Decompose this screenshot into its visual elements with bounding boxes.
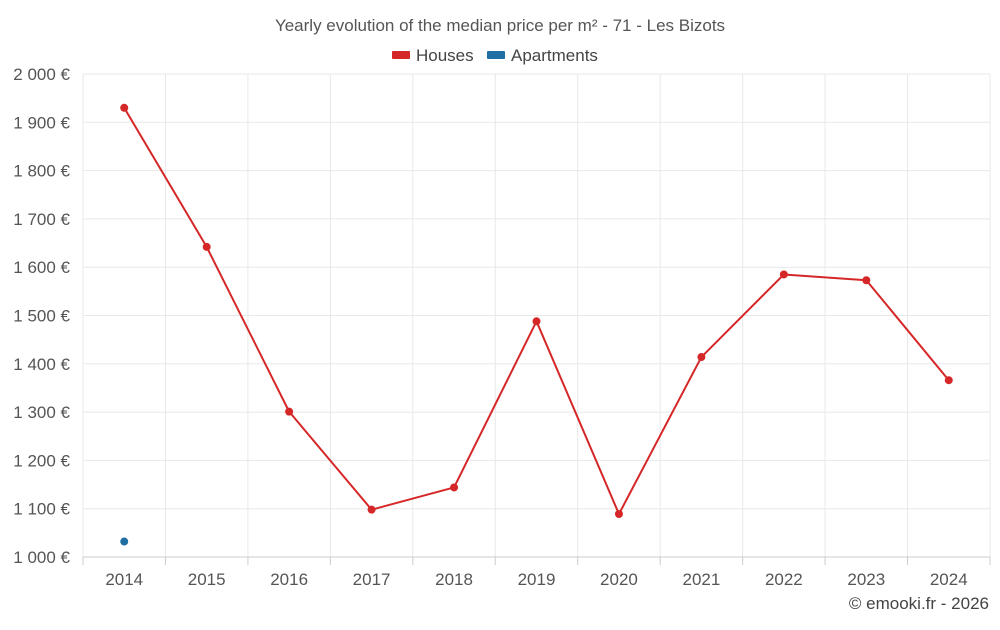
legend: Houses Apartments	[392, 46, 598, 65]
y-tick-label: 1 400 €	[13, 355, 70, 374]
x-tick-label: 2021	[682, 570, 720, 589]
y-tick-label: 1 200 €	[13, 451, 70, 470]
y-tick-label: 1 900 €	[13, 113, 70, 132]
y-tick-label: 1 600 €	[13, 258, 70, 277]
grid	[82, 73, 991, 557]
data-point-houses[interactable]	[532, 317, 541, 326]
x-tick-label: 2017	[353, 570, 391, 589]
data-point-houses[interactable]	[202, 242, 211, 251]
y-tick-label: 2 000 €	[13, 65, 70, 84]
x-tick-label: 2018	[435, 570, 473, 589]
x-tick-label: 2024	[930, 570, 968, 589]
credit-text: © emooki.fr - 2026	[849, 594, 989, 613]
x-tick-label: 2014	[105, 570, 143, 589]
legend-swatch-houses	[392, 51, 410, 59]
data-point-houses[interactable]	[862, 276, 871, 285]
y-tick-label: 1 800 €	[13, 162, 70, 181]
legend-label-apartments: Apartments	[511, 46, 598, 65]
y-tick-label: 1 300 €	[13, 403, 70, 422]
y-tick-label: 1 100 €	[13, 500, 70, 519]
legend-swatch-apartments	[487, 51, 505, 59]
x-tick-label: 2022	[765, 570, 803, 589]
data-point-houses[interactable]	[944, 376, 953, 385]
x-tick-label: 2020	[600, 570, 638, 589]
data-point-apartments[interactable]	[120, 537, 129, 546]
axes: 1 000 € 1 100 € 1 200 € 1 300 € 1 400 € 1 500…	[13, 65, 991, 589]
data-point-houses[interactable]	[697, 353, 706, 362]
y-tick-label: 1 700 €	[13, 210, 70, 229]
legend-item-apartments[interactable]: Apartments	[487, 46, 598, 65]
x-tick-label: 2015	[188, 570, 226, 589]
data-point-houses[interactable]	[120, 103, 129, 112]
data-point-houses[interactable]	[450, 483, 459, 492]
chart-title: Yearly evolution of the median price per…	[275, 16, 725, 35]
x-tick-label: 2023	[847, 570, 885, 589]
data-point-houses[interactable]	[779, 270, 788, 279]
plot-area	[120, 103, 953, 546]
legend-label-houses: Houses	[416, 46, 474, 65]
legend-item-houses[interactable]: Houses	[392, 46, 474, 65]
data-point-houses[interactable]	[614, 510, 623, 519]
data-point-houses[interactable]	[367, 505, 376, 514]
y-tick-label: 1 500 €	[13, 307, 70, 326]
y-tick-label: 1 000 €	[13, 548, 70, 567]
x-tick-label: 2019	[518, 570, 556, 589]
x-tick-label: 2016	[270, 570, 308, 589]
data-point-houses[interactable]	[285, 407, 294, 416]
